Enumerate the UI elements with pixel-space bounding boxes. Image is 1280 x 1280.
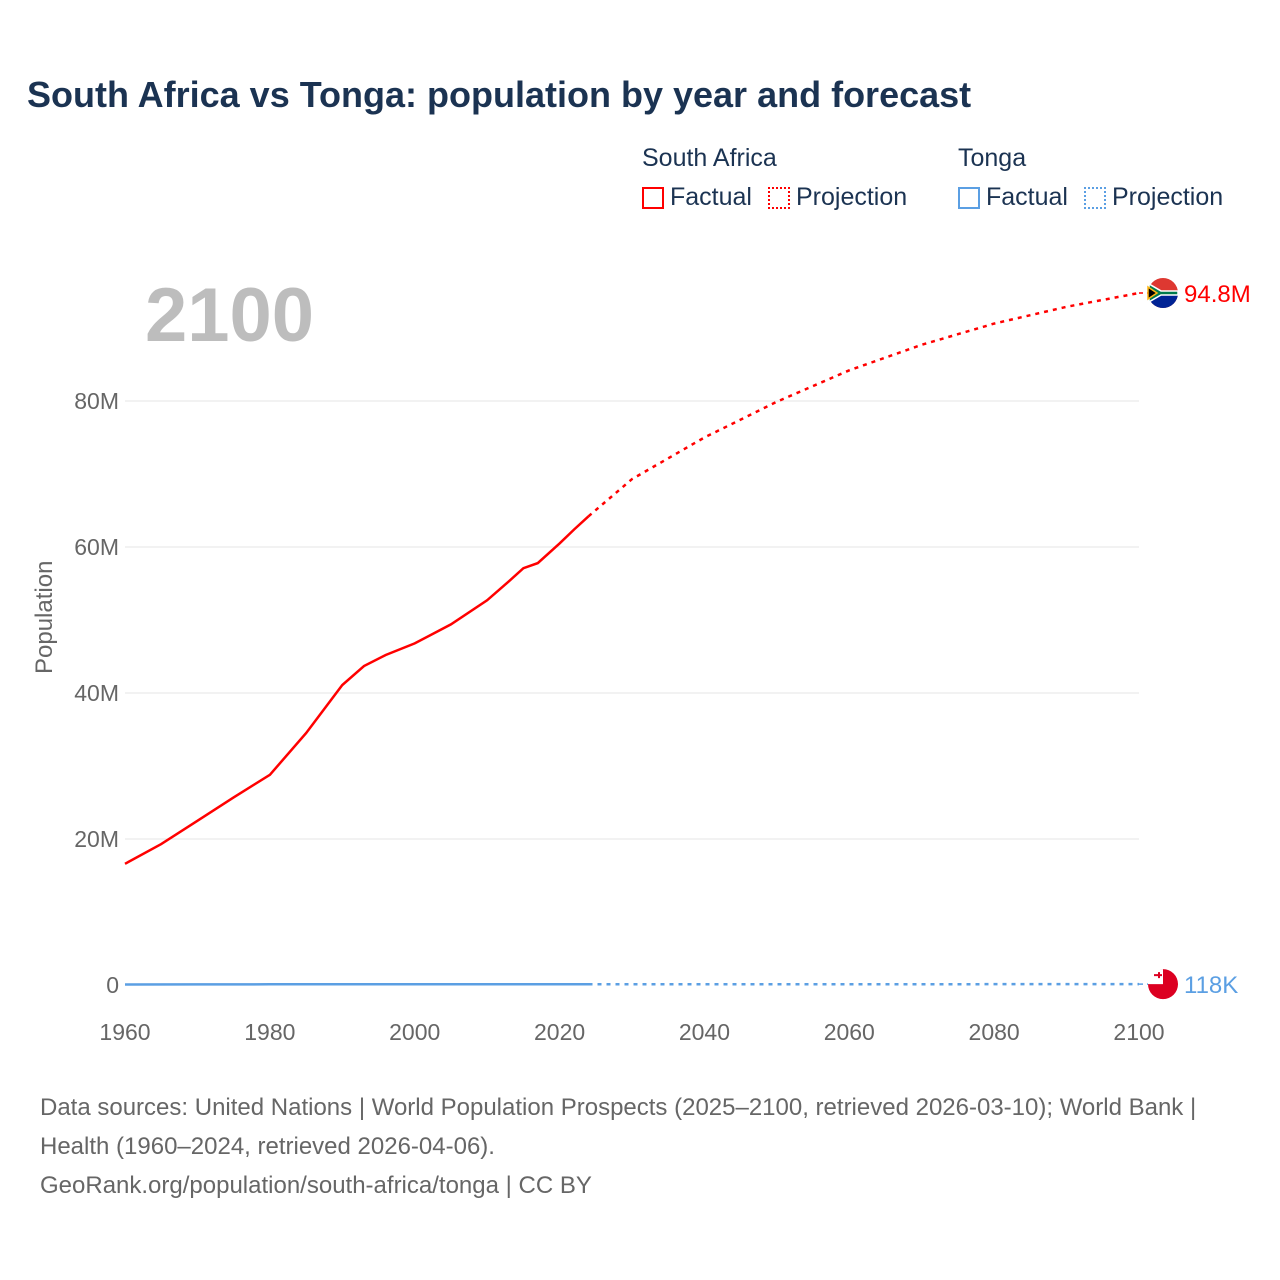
legend-item-tonga-projection[interactable]: Projection bbox=[1083, 183, 1224, 212]
y-tick-label: 60M bbox=[74, 534, 119, 560]
legend-south-africa: South Africa Factual Projection bbox=[642, 144, 907, 212]
flag-black bbox=[1147, 285, 1159, 301]
x-tick-label: 1980 bbox=[244, 1019, 295, 1045]
y-tick-label: 40M bbox=[74, 680, 119, 706]
legend-item-sa-factual[interactable]: Factual bbox=[642, 183, 752, 212]
tonga-end-label: 118K bbox=[1184, 972, 1238, 999]
south-africa-projection-line bbox=[587, 291, 1140, 518]
swatch-solid bbox=[642, 186, 664, 209]
source-text: Data sources: United Nations | World Pop… bbox=[40, 1094, 1197, 1160]
x-tick-label: 1960 bbox=[99, 1019, 150, 1045]
south-africa-end-label: 94.8M bbox=[1184, 281, 1251, 308]
swatch-solid bbox=[958, 186, 980, 209]
x-tick-label: 2100 bbox=[1113, 1019, 1164, 1045]
y-tick-label: 80M bbox=[74, 388, 119, 414]
x-tick-label: 2080 bbox=[969, 1019, 1020, 1045]
legend-group-title: Tonga bbox=[958, 144, 1027, 172]
legend-item-tonga-factual[interactable]: Factual bbox=[958, 183, 1068, 212]
chart-title: South Africa vs Tonga: population by yea… bbox=[27, 74, 972, 115]
legend-group-title: South Africa bbox=[642, 144, 777, 172]
year-display: 2100 bbox=[145, 273, 315, 358]
legend-label: Projection bbox=[1111, 183, 1224, 211]
legend-label: Factual bbox=[670, 183, 752, 211]
swatch-dotted bbox=[1083, 186, 1106, 209]
y-tick-label: 20M bbox=[74, 826, 119, 852]
flag-green bbox=[1148, 282, 1179, 304]
legend-label: Projection bbox=[795, 183, 908, 211]
south-africa-factual-line bbox=[124, 515, 590, 865]
flag-canton bbox=[1148, 969, 1163, 985]
legend-item-sa-projection[interactable]: Projection bbox=[767, 183, 908, 212]
x-tick-label: 2020 bbox=[534, 1019, 585, 1045]
source-note: Data sources: United Nations | World Pop… bbox=[40, 1088, 1240, 1205]
x-tick-label: 2000 bbox=[389, 1019, 440, 1045]
x-tick-label: 2040 bbox=[679, 1019, 730, 1045]
legend-label: Factual bbox=[986, 183, 1068, 211]
credit-link[interactable]: GeoRank.org/population/south-africa/tong… bbox=[40, 1172, 592, 1199]
flag-cross bbox=[1154, 972, 1162, 979]
x-tick-label: 2060 bbox=[824, 1019, 875, 1045]
y-tick-label: 0 bbox=[106, 972, 119, 998]
swatch-dotted bbox=[767, 186, 790, 209]
legend-tonga: Tonga Factual Projection bbox=[958, 144, 1223, 212]
